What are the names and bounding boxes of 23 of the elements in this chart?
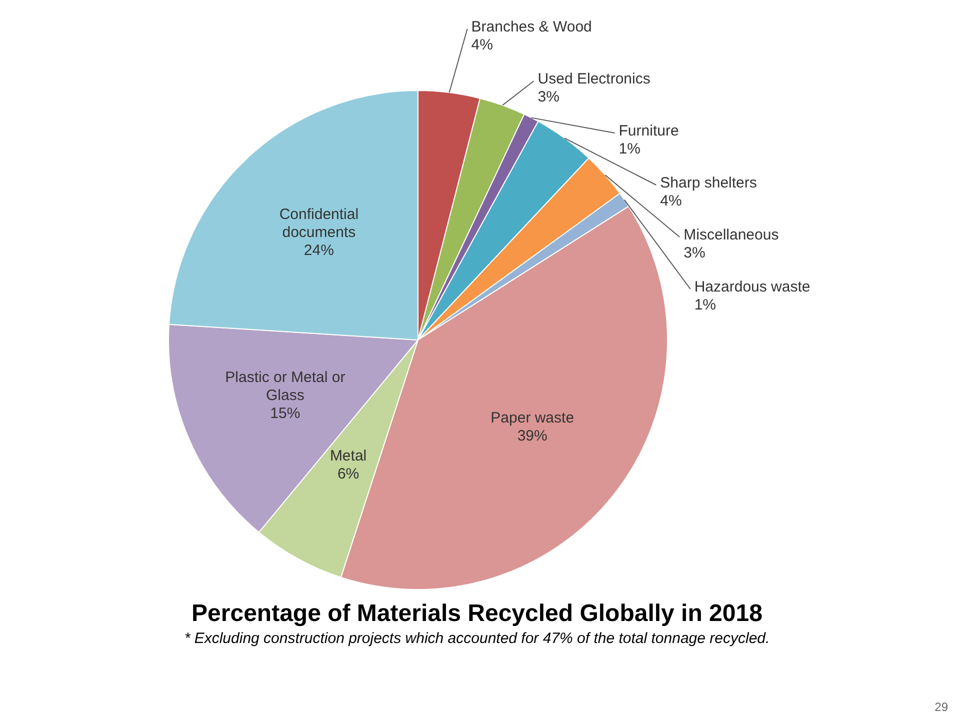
slice-label: Hazardous waste xyxy=(694,278,810,296)
slice-label: Branches & Wood xyxy=(471,18,592,36)
data-label: 1% xyxy=(618,140,640,158)
data-label: 24% xyxy=(304,242,334,260)
slice-label: Confidential documents xyxy=(279,206,359,242)
slice-label: Miscellaneous xyxy=(684,226,779,244)
data-label: 39% xyxy=(517,427,548,444)
data-label: 6% xyxy=(337,465,360,482)
slice-label: Plastic or Metal or Glass xyxy=(225,369,346,404)
slice-label: Metal xyxy=(330,447,367,464)
data-label: 1% xyxy=(694,296,716,314)
data-label: 4% xyxy=(471,36,493,54)
data-label: 15% xyxy=(270,405,300,422)
slice-label: Sharp shelters xyxy=(660,174,757,192)
slice-label: Paper waste xyxy=(490,409,574,426)
text: * Excluding construction projects which accounted for 47% of the total tonnage recycled. xyxy=(183,630,771,647)
slice-label: Furniture xyxy=(618,122,679,140)
data-label: 3% xyxy=(684,244,706,262)
data-label: 4% xyxy=(660,192,682,210)
data-label: 3% xyxy=(538,88,560,106)
slice-label: Used Electronics xyxy=(538,70,650,88)
text: 29 xyxy=(934,700,948,714)
text: Percentage of Materials Recycled Globally in 2018 xyxy=(190,600,764,628)
